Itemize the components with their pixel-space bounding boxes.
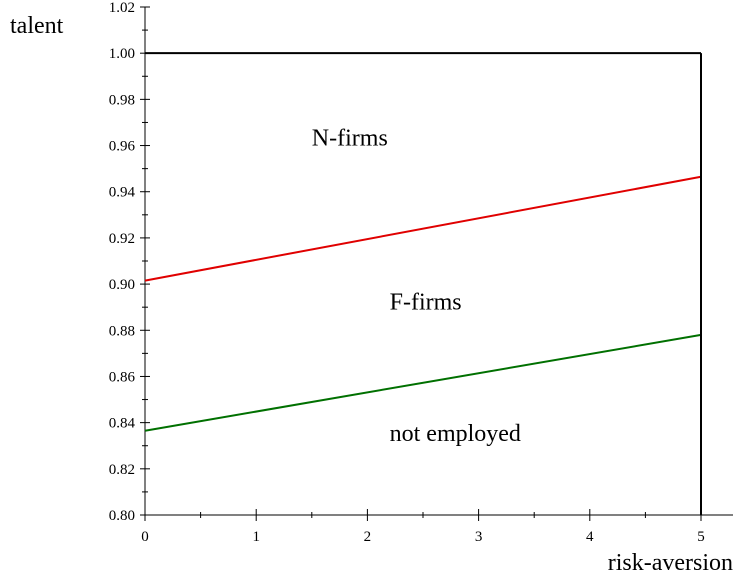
region-label: N-firms <box>312 126 388 152</box>
y-axis-title: talent <box>10 13 64 39</box>
y-tick-label: 0.84 <box>109 416 136 432</box>
y-tick-label: 0.94 <box>109 185 136 201</box>
x-tick-label: 5 <box>697 529 705 545</box>
ticks: 0 1 2 3 4 5 0.80 0.82 0.84 0.86 0.88 0.90 0.92 0.94 0.… <box>109 0 705 545</box>
x-axis-title: risk-aversion <box>608 550 733 576</box>
series-group <box>144 52 702 515</box>
x-tick-label: 4 <box>586 529 594 545</box>
region-label: not employed <box>390 421 521 447</box>
annotations: N-firms F-firms not employed <box>312 126 521 448</box>
series-line-1 <box>144 333 702 432</box>
y-tick-label: 0.88 <box>109 323 135 339</box>
y-tick-label: 0.90 <box>109 277 135 293</box>
x-tick-label: 1 <box>252 529 260 545</box>
y-tick-label: 0.80 <box>109 508 135 524</box>
y-tick-label: 0.82 <box>109 462 135 478</box>
x-tick-label: 2 <box>364 529 372 545</box>
y-tick-label: 0.92 <box>109 231 135 247</box>
x-tick-label: 0 <box>141 529 149 545</box>
y-tick-label: 0.96 <box>109 139 136 155</box>
y-tick-label: 1.00 <box>109 46 135 62</box>
y-tick-label: 0.98 <box>109 92 135 108</box>
region-label: F-firms <box>390 289 462 315</box>
y-tick-label: 1.02 <box>109 0 135 16</box>
x-tick-label: 3 <box>475 529 483 545</box>
y-tick-label: 0.86 <box>109 369 136 385</box>
series-line-0 <box>144 175 702 282</box>
